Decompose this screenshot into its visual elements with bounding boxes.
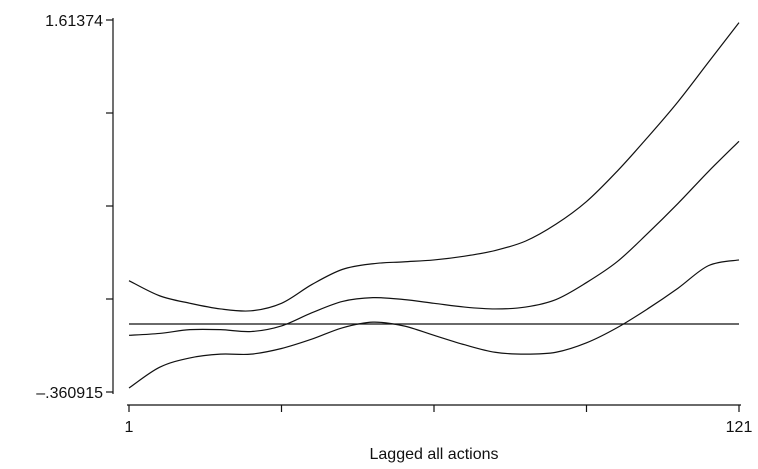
axes: –.360915 1.61374 1 121 <box>36 13 752 436</box>
series-group <box>129 23 739 388</box>
y-tick-label: 1.61374 <box>45 13 103 30</box>
y-tick-label: –.360915 <box>36 385 103 402</box>
estimate-line <box>129 141 739 335</box>
x-tick-label: 1 <box>125 419 134 436</box>
x-axis-label: Lagged all actions <box>370 446 499 463</box>
x-tick-label: 121 <box>726 419 753 436</box>
upper-bound-line <box>129 23 739 312</box>
